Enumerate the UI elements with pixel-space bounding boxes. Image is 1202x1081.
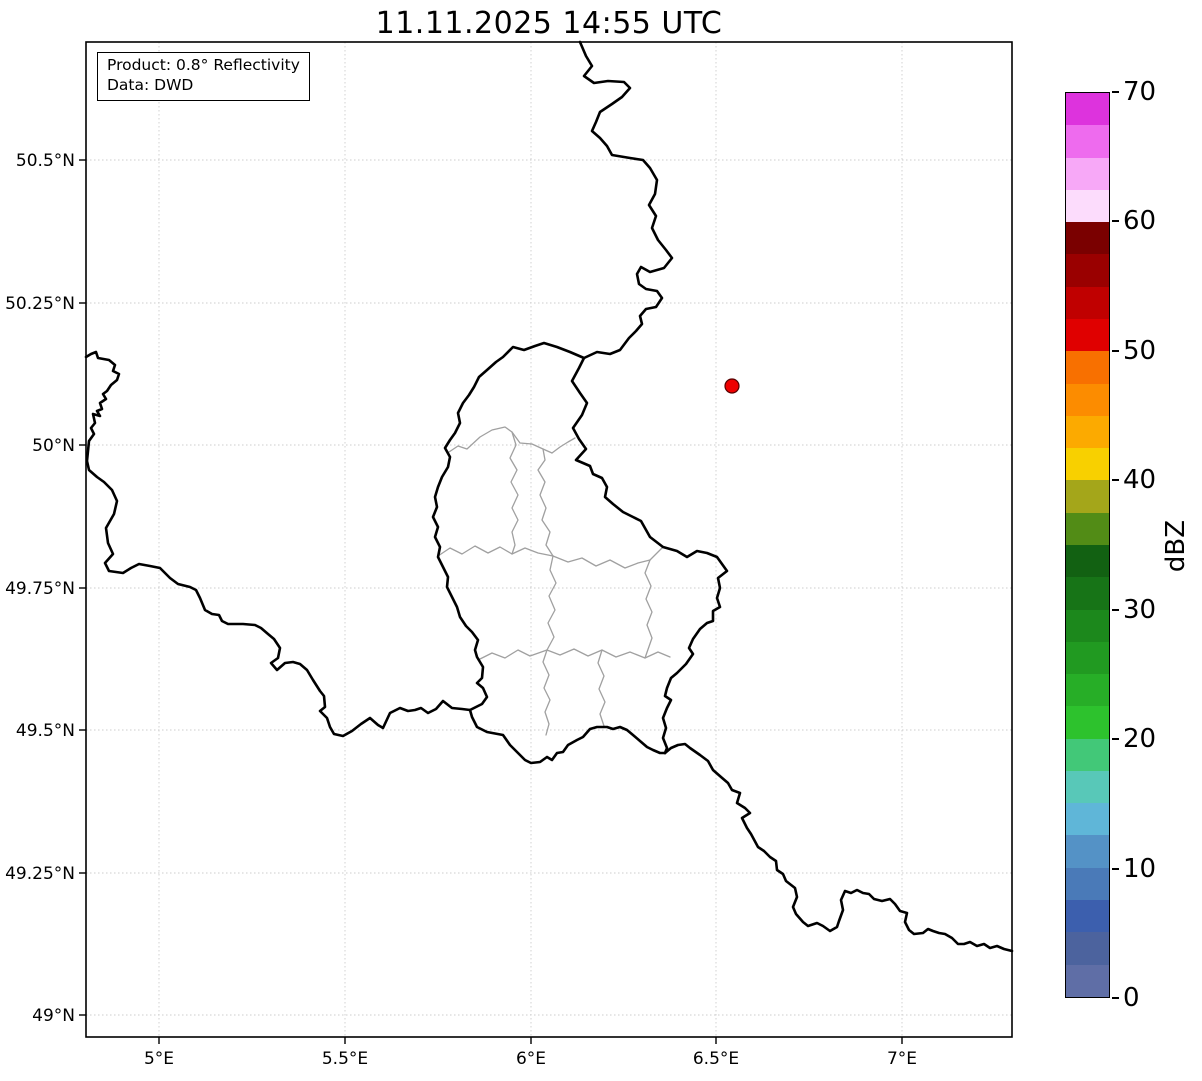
lon-tick-label: 5°E (144, 1049, 174, 1069)
lat-tick-label: 50.25°N (5, 294, 75, 314)
lat-tick-label: 50.5°N (16, 151, 75, 171)
district-border-path (437, 545, 554, 557)
product-info-box: Product: 0.8° Reflectivity Data: DWD (97, 52, 310, 101)
district-border-path (477, 648, 671, 661)
lat-tick-label: 49°N (32, 1006, 75, 1026)
country-border-path (468, 708, 667, 765)
lon-tick-label: 7°E (887, 1049, 917, 1069)
district-border-path (537, 448, 554, 557)
lon-tick-label: 6°E (516, 1049, 546, 1069)
district-border-path (546, 555, 557, 651)
country-border-path (663, 742, 1014, 953)
map-frame (85, 41, 1013, 1038)
lon-tick-label: 6.5°E (693, 1049, 739, 1069)
district-border-path (644, 559, 653, 659)
country-border-path (84, 350, 472, 738)
district-border-path (448, 426, 553, 454)
country-border-path (570, 356, 729, 755)
radar-location-marker (724, 378, 740, 394)
lon-tick-label: 5.5°E (322, 1049, 368, 1069)
product-line: Product: 0.8° Reflectivity (107, 56, 300, 74)
district-border-path (509, 431, 519, 555)
country-border-path (431, 341, 586, 712)
district-border-path (551, 437, 576, 454)
district-border-path (542, 649, 551, 736)
plot-title: 11.11.2025 14:55 UTC (375, 6, 723, 41)
district-border-path (552, 546, 664, 569)
lat-tick-label: 49.5°N (16, 721, 75, 741)
district-border-path (597, 649, 606, 727)
country-border-path (578, 40, 674, 360)
lat-tick-label: 50°N (32, 436, 75, 456)
data-source-line: Data: DWD (107, 75, 194, 94)
lat-tick-label: 49.25°N (5, 864, 75, 884)
lat-tick-label: 49.75°N (5, 579, 75, 599)
